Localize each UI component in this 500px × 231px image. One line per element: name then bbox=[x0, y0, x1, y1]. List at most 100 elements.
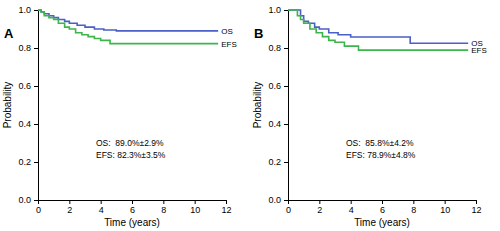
x-tick-label: 2 bbox=[67, 205, 72, 215]
x-tick-mark bbox=[195, 200, 196, 204]
x-tick: 8 bbox=[161, 200, 166, 215]
y-tick: 0.8 bbox=[268, 43, 288, 53]
x-tick: 4 bbox=[349, 200, 354, 215]
y-tick-label: 0.2 bbox=[268, 157, 281, 167]
x-tick-label: 8 bbox=[161, 205, 166, 215]
y-tick-label: 0.4 bbox=[18, 119, 31, 129]
x-tick-mark bbox=[445, 200, 446, 204]
x-tick-label: 8 bbox=[411, 205, 416, 215]
y-tick: 0.0 bbox=[18, 195, 38, 205]
x-tick-label: 10 bbox=[440, 205, 450, 215]
y-tick: 0.8 bbox=[18, 43, 38, 53]
y-tick-mark bbox=[34, 124, 38, 125]
y-tick-label: 0.6 bbox=[268, 81, 281, 91]
x-axis-line bbox=[289, 201, 477, 205]
plot-area bbox=[288, 10, 468, 50]
y-tick-label: 0.6 bbox=[18, 81, 31, 91]
y-tick-mark bbox=[34, 200, 38, 201]
y-tick-mark bbox=[34, 10, 38, 11]
y-tick-label: 0.8 bbox=[18, 43, 31, 53]
x-tick-label: 4 bbox=[349, 205, 354, 215]
x-tick-mark bbox=[319, 200, 320, 204]
x-tick-label: 12 bbox=[471, 205, 481, 215]
y-tick-label: 0.4 bbox=[268, 119, 281, 129]
y-axis-line bbox=[284, 11, 289, 201]
x-tick: 10 bbox=[190, 200, 200, 215]
panel-label: B bbox=[254, 26, 263, 41]
annotation: EFS: 78.9%±4.8% bbox=[346, 150, 416, 160]
y-tick: 0.6 bbox=[18, 81, 38, 91]
y-tick-label: 1.0 bbox=[18, 5, 31, 15]
y-axis-title: Probability bbox=[252, 82, 263, 129]
x-tick: 6 bbox=[380, 200, 385, 215]
x-tick: 12 bbox=[221, 200, 231, 215]
plot-area bbox=[38, 10, 218, 44]
series-label: EFS bbox=[221, 40, 237, 49]
y-tick-label: 1.0 bbox=[268, 5, 281, 15]
y-tick-label: 0.2 bbox=[18, 157, 31, 167]
x-tick: 10 bbox=[440, 200, 450, 215]
x-tick-mark bbox=[476, 200, 477, 204]
x-tick-mark bbox=[163, 200, 164, 204]
x-tick-mark bbox=[382, 200, 383, 204]
x-tick-label: 4 bbox=[99, 205, 104, 215]
annotation: OS: 89.0%±2.9% bbox=[96, 138, 164, 148]
panel-label: A bbox=[4, 26, 14, 41]
x-axis-title: Time (years) bbox=[354, 217, 410, 228]
annotation: OS: 85.8%±4.2% bbox=[346, 138, 414, 148]
x-tick: 0 bbox=[286, 200, 291, 215]
x-tick-mark bbox=[226, 200, 227, 204]
y-tick-label: 0.8 bbox=[268, 43, 281, 53]
y-tick-mark bbox=[284, 10, 288, 11]
x-tick-mark bbox=[101, 200, 102, 204]
y-tick-label: 0.0 bbox=[18, 195, 31, 205]
survival-curve bbox=[288, 10, 468, 43]
y-tick: 0.2 bbox=[18, 157, 38, 167]
x-tick-mark bbox=[413, 200, 414, 204]
y-tick: 0.4 bbox=[18, 119, 38, 129]
x-axis: 0 2 4 6 8 10 12 bbox=[36, 200, 232, 215]
x-tick-label: 2 bbox=[317, 205, 322, 215]
x-tick: 4 bbox=[99, 200, 104, 215]
x-tick-label: 6 bbox=[130, 205, 135, 215]
y-tick: 1.0 bbox=[18, 5, 38, 15]
series-label: EFS bbox=[471, 46, 487, 55]
x-tick-label: 10 bbox=[190, 205, 200, 215]
x-tick-label: 0 bbox=[286, 205, 291, 215]
y-tick-mark bbox=[34, 86, 38, 87]
y-tick: 0.0 bbox=[268, 195, 288, 205]
x-tick-mark bbox=[69, 200, 70, 204]
x-tick-mark bbox=[351, 200, 352, 204]
x-tick: 6 bbox=[130, 200, 135, 215]
panel: 0 2 4 6 8 10 12 0.0 0.2 0.4 0.6 0.8 1.0 Time (years) P… bbox=[252, 5, 487, 228]
x-axis-line bbox=[39, 201, 227, 205]
x-tick: 0 bbox=[36, 200, 41, 215]
x-axis: 0 2 4 6 8 10 12 bbox=[286, 200, 482, 215]
series-label: OS bbox=[221, 27, 233, 36]
annotation: EFS: 82.3%±3.5% bbox=[96, 150, 166, 160]
y-tick-mark bbox=[284, 124, 288, 125]
y-axis: 0.0 0.2 0.4 0.6 0.8 1.0 bbox=[268, 5, 288, 205]
x-tick: 2 bbox=[67, 200, 72, 215]
y-axis-title: Probability bbox=[2, 82, 13, 129]
y-tick: 1.0 bbox=[268, 5, 288, 15]
x-tick-label: 12 bbox=[221, 205, 231, 215]
figure: 0 2 4 6 8 10 12 0.0 0.2 0.4 0.6 0.8 1.0 Time (years) P… bbox=[0, 0, 500, 231]
x-tick-mark bbox=[132, 200, 133, 204]
x-axis-title: Time (years) bbox=[104, 217, 160, 228]
x-tick: 8 bbox=[411, 200, 416, 215]
y-axis: 0.0 0.2 0.4 0.6 0.8 1.0 bbox=[18, 5, 38, 205]
y-tick: 0.2 bbox=[268, 157, 288, 167]
x-tick: 12 bbox=[471, 200, 481, 215]
y-tick-mark bbox=[284, 162, 288, 163]
y-tick-mark bbox=[284, 200, 288, 201]
survival-curve bbox=[38, 10, 218, 44]
y-tick: 0.4 bbox=[268, 119, 288, 129]
x-tick: 2 bbox=[317, 200, 322, 215]
y-tick-mark bbox=[34, 48, 38, 49]
y-tick-mark bbox=[34, 162, 38, 163]
y-tick-label: 0.0 bbox=[268, 195, 281, 205]
y-axis-line bbox=[34, 11, 39, 201]
y-tick: 0.6 bbox=[268, 81, 288, 91]
y-tick-mark bbox=[284, 48, 288, 49]
